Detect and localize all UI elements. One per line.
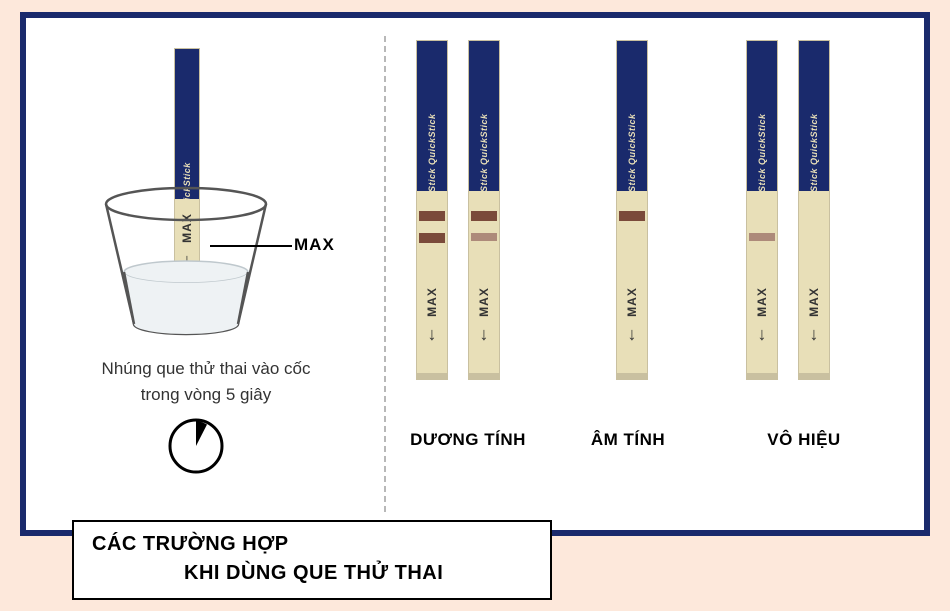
- test-strip-invalid-1: Stick QuickStick QuickStick MAX ↓: [746, 40, 778, 380]
- strip-max-text: MAX: [477, 287, 491, 317]
- usage-instruction: Nhúng que thử thai vào cốc trong vòng 5 …: [26, 356, 386, 407]
- strip-arrow-icon: ↓: [810, 325, 819, 343]
- strip-handle: Stick QuickStick QuickStick: [417, 41, 447, 191]
- test-band-faint: [471, 233, 497, 241]
- strip-max-zone: MAX ↓: [469, 283, 499, 343]
- instruction-line-2: trong vòng 5 giây: [141, 385, 271, 404]
- test-band: [419, 233, 445, 243]
- strip-handle-text: Stick QuickStick QuickStick: [809, 113, 819, 191]
- control-band: [471, 211, 497, 221]
- control-band: [419, 211, 445, 221]
- strip-absorbent-tip: [617, 373, 647, 379]
- strip-arrow-icon: ↓: [628, 325, 637, 343]
- clock-icon: [166, 416, 226, 476]
- strip-absorbent-tip: [799, 373, 829, 379]
- usage-panel: QuickStick MAX ↓: [26, 36, 386, 512]
- strip-max-text: MAX: [755, 287, 769, 317]
- strip-handle: Stick QuickStick QuickStick: [469, 41, 499, 191]
- timer-clock: [166, 416, 226, 476]
- cup-icon: [96, 186, 276, 336]
- strip-handle: QuickStick: [175, 49, 199, 199]
- strip-arrow-icon: ↓: [428, 325, 437, 343]
- strip-arrow-icon: ↓: [480, 325, 489, 343]
- strip-max-text: MAX: [807, 287, 821, 317]
- sample-cup: [96, 186, 276, 336]
- strip-handle-text: Stick QuickStick QuickStick: [627, 113, 637, 191]
- strip-max-zone: MAX ↓: [617, 283, 647, 343]
- strip-handle: Stick QuickStick QuickStick: [799, 41, 829, 191]
- strip-handle: Stick QuickStick QuickStick: [747, 41, 777, 191]
- test-strip-positive-1: Stick QuickStick QuickStick MAX ↓: [416, 40, 448, 380]
- strip-max-zone: MAX ↓: [799, 283, 829, 343]
- result-label-invalid: VÔ HIỆU: [734, 430, 874, 450]
- strip-handle-text: Stick QuickStick QuickStick: [479, 113, 489, 191]
- caption-line-1: CÁC TRƯỜNG HỢP: [92, 533, 289, 555]
- results-panel: Stick QuickStick QuickStick MAX ↓ Stick …: [386, 18, 924, 530]
- instruction-line-1: Nhúng que thử thai vào cốc: [102, 359, 311, 378]
- strip-max-zone: MAX ↓: [747, 283, 777, 343]
- result-label-positive: DƯƠNG TÍNH: [398, 430, 538, 450]
- strip-handle: Stick QuickStick QuickStick: [617, 41, 647, 191]
- caption-box: CÁC TRƯỜNG HỢP KHI DÙNG QUE THỬ THAI: [72, 520, 552, 600]
- main-frame: QuickStick MAX ↓: [20, 12, 930, 536]
- strip-max-zone: MAX ↓: [417, 283, 447, 343]
- max-line-pointer: [210, 245, 292, 247]
- test-strip-positive-2: Stick QuickStick QuickStick MAX ↓: [468, 40, 500, 380]
- strip-absorbent-tip: [417, 373, 447, 379]
- strip-absorbent-tip: [469, 373, 499, 379]
- test-strip-invalid-2: Stick QuickStick QuickStick MAX ↓: [798, 40, 830, 380]
- max-pointer-label: MAX: [294, 235, 335, 255]
- caption-line-2: KHI DÙNG QUE THỬ THAI: [92, 559, 532, 588]
- strip-arrow-icon: ↓: [758, 325, 767, 343]
- result-label-negative: ÂM TÍNH: [558, 430, 698, 450]
- content-row: QuickStick MAX ↓: [26, 18, 924, 530]
- strip-absorbent-tip: [747, 373, 777, 379]
- strip-handle-text: Stick QuickStick QuickStick: [427, 113, 437, 191]
- test-band-faint: [749, 233, 775, 241]
- result-group-invalid: Stick QuickStick QuickStick MAX ↓ Stick …: [746, 40, 830, 380]
- strip-max-text: MAX: [425, 287, 439, 317]
- result-group-positive: Stick QuickStick QuickStick MAX ↓ Stick …: [416, 40, 500, 380]
- strip-max-text: MAX: [625, 287, 639, 317]
- strip-handle-text: Stick QuickStick QuickStick: [757, 113, 767, 191]
- control-band: [619, 211, 645, 221]
- result-group-negative: Stick QuickStick QuickStick MAX ↓: [616, 40, 648, 380]
- test-strip-negative: Stick QuickStick QuickStick MAX ↓: [616, 40, 648, 380]
